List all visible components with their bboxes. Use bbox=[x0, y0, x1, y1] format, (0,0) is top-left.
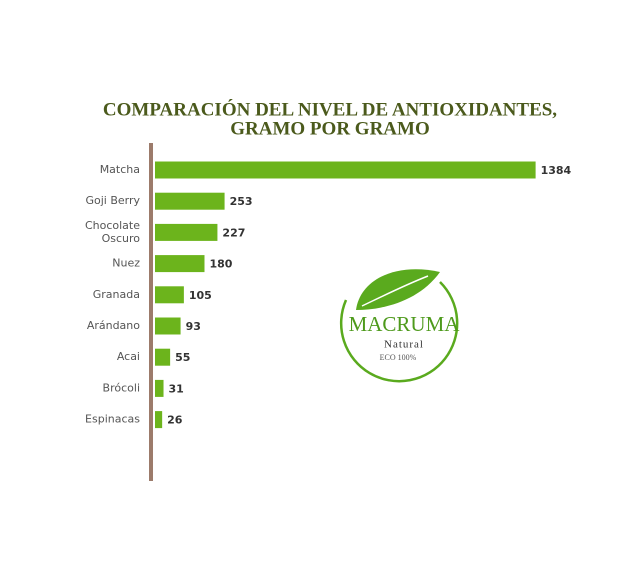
chart-title: GRAMO POR GRAMO bbox=[230, 118, 429, 139]
category-label: Matcha bbox=[100, 163, 140, 176]
bar bbox=[155, 161, 536, 179]
category-label: Espinacas bbox=[85, 413, 140, 426]
category-label: Brócoli bbox=[103, 381, 140, 394]
bar bbox=[155, 379, 164, 397]
logo-leaf-vein bbox=[361, 275, 429, 307]
category-label: Arándano bbox=[87, 319, 140, 332]
logo-tagline: ECO 100% bbox=[380, 353, 417, 362]
category-label: Granada bbox=[93, 288, 140, 301]
bar bbox=[155, 317, 181, 335]
value-label: 1384 bbox=[541, 164, 572, 177]
chart-title: COMPARACIÓN DEL NIVEL DE ANTIOXIDANTES, bbox=[103, 98, 557, 120]
value-label: 180 bbox=[210, 258, 233, 271]
logo-ring bbox=[339, 281, 459, 383]
axis-line bbox=[149, 143, 153, 481]
bar bbox=[155, 255, 205, 273]
bar bbox=[155, 192, 225, 210]
value-label: 93 bbox=[186, 320, 201, 333]
value-label: 105 bbox=[189, 289, 212, 302]
logo-subtitle: Natural bbox=[384, 339, 424, 351]
value-label: 31 bbox=[169, 382, 184, 395]
logo: MACRUMA Natural ECO 100% bbox=[339, 269, 461, 383]
bar bbox=[155, 223, 218, 241]
value-label: 55 bbox=[175, 351, 190, 364]
bar bbox=[155, 348, 171, 366]
category-label: Goji Berry bbox=[85, 194, 140, 207]
category-label: Chocolate Oscuro bbox=[85, 219, 140, 245]
bar bbox=[155, 286, 184, 304]
category-label: Acai bbox=[117, 350, 140, 363]
logo-name: MACRUMA bbox=[349, 312, 461, 336]
value-label: 227 bbox=[222, 226, 245, 239]
bar bbox=[155, 411, 163, 429]
value-label: 26 bbox=[167, 414, 183, 427]
category-label: Nuez bbox=[112, 257, 140, 270]
value-label: 253 bbox=[230, 195, 253, 208]
